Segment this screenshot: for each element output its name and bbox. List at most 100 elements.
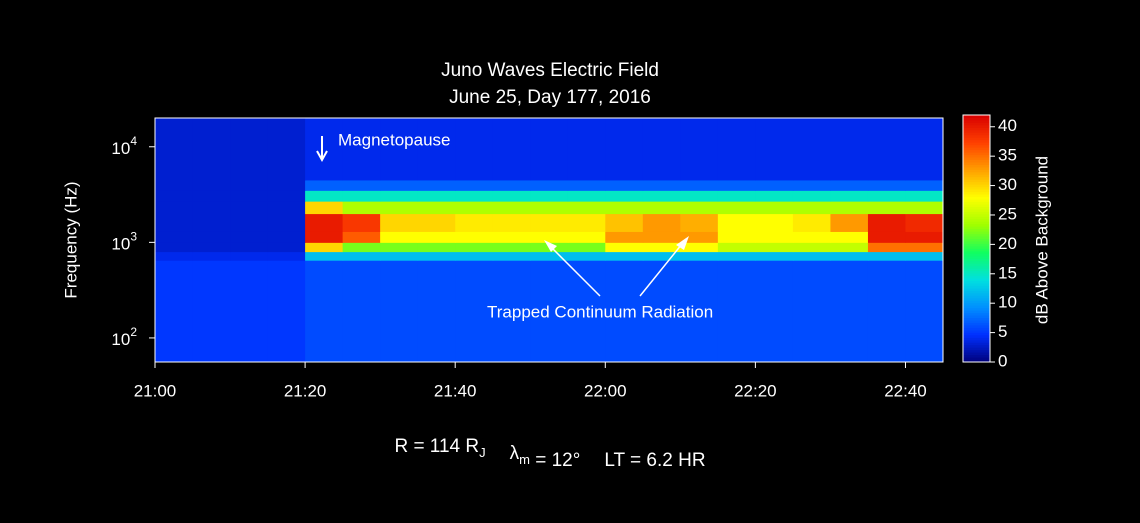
colorbar-swatch bbox=[963, 196, 990, 200]
cell bbox=[492, 118, 531, 181]
colorbar-swatch bbox=[963, 285, 990, 289]
cell bbox=[680, 231, 719, 243]
cell bbox=[455, 190, 494, 202]
cell bbox=[905, 190, 944, 202]
cell bbox=[230, 213, 269, 232]
cell bbox=[530, 231, 569, 243]
colorbar-tick-label: 35 bbox=[998, 146, 1017, 165]
cell bbox=[380, 118, 419, 181]
cell bbox=[417, 201, 456, 215]
cell bbox=[567, 118, 606, 181]
cell bbox=[155, 190, 194, 202]
colorbar-swatch bbox=[963, 159, 990, 163]
colorbar-swatch bbox=[963, 334, 990, 338]
colorbar-tick-label: 20 bbox=[998, 234, 1017, 253]
colorbar-swatch bbox=[963, 186, 990, 190]
colorbar-swatch bbox=[963, 337, 990, 341]
cell bbox=[605, 213, 644, 232]
colorbar-tick-label: 25 bbox=[998, 204, 1017, 223]
colorbar-swatch bbox=[963, 181, 990, 185]
cell bbox=[155, 251, 194, 261]
cell bbox=[605, 242, 644, 253]
cell bbox=[567, 260, 606, 363]
colorbar-swatch bbox=[963, 359, 990, 363]
cell bbox=[605, 201, 644, 215]
footer-subscript: J bbox=[479, 445, 486, 460]
colorbar-swatch bbox=[963, 315, 990, 319]
colorbar-swatch bbox=[963, 324, 990, 328]
cell bbox=[342, 118, 381, 181]
cell bbox=[755, 251, 794, 261]
cell bbox=[717, 231, 756, 243]
cell bbox=[417, 213, 456, 232]
colorbar-swatch bbox=[963, 265, 990, 269]
colorbar-swatch bbox=[963, 317, 990, 321]
colorbar-swatch bbox=[963, 270, 990, 274]
annotation: Trapped Continuum Radiation bbox=[487, 302, 713, 321]
chart-title: Juno Waves Electric Field bbox=[441, 60, 659, 81]
cell bbox=[605, 251, 644, 261]
cell bbox=[867, 260, 906, 363]
colorbar-swatch bbox=[963, 154, 990, 158]
footer-part: λ bbox=[510, 443, 520, 464]
colorbar-swatch bbox=[963, 231, 990, 235]
cell bbox=[305, 213, 344, 232]
colorbar-swatch bbox=[963, 115, 990, 118]
cell bbox=[792, 251, 831, 261]
colorbar-swatch bbox=[963, 255, 990, 259]
colorbar-swatch bbox=[963, 223, 990, 227]
spectrogram bbox=[155, 118, 944, 363]
cell bbox=[792, 213, 831, 232]
colorbar-frame bbox=[962, 114, 991, 363]
colorbar-swatch bbox=[963, 208, 990, 212]
cell bbox=[867, 201, 906, 215]
colorbar-tick-label: 15 bbox=[998, 263, 1017, 282]
colorbar-swatch bbox=[963, 236, 990, 239]
cell bbox=[680, 251, 719, 261]
cell bbox=[905, 213, 944, 232]
colorbar-swatch bbox=[963, 142, 990, 146]
x-tick-label: 22:00 bbox=[584, 381, 627, 400]
cell bbox=[155, 201, 194, 215]
y-tick-exponent: 3 bbox=[130, 230, 137, 244]
colorbar-tick-label: 0 bbox=[998, 351, 1007, 370]
cell bbox=[230, 201, 269, 215]
x-tick-label: 21:00 bbox=[134, 381, 177, 400]
colorbar-swatch bbox=[963, 206, 990, 210]
cell bbox=[342, 201, 381, 215]
colorbar-swatch bbox=[963, 312, 990, 316]
cell bbox=[342, 242, 381, 253]
cell bbox=[755, 179, 794, 191]
colorbar-swatch bbox=[963, 228, 990, 232]
cell bbox=[530, 213, 569, 232]
cell bbox=[192, 179, 231, 191]
cell bbox=[567, 179, 606, 191]
cell bbox=[680, 190, 719, 202]
cell bbox=[792, 242, 831, 253]
colorbar-swatch bbox=[963, 297, 990, 301]
cell bbox=[867, 251, 906, 261]
colorbar-swatch bbox=[963, 290, 990, 294]
cell bbox=[492, 213, 531, 232]
cell bbox=[905, 242, 944, 253]
cell bbox=[192, 242, 231, 253]
cell bbox=[492, 251, 531, 261]
colorbar-swatch bbox=[963, 144, 990, 148]
colorbar-swatch bbox=[963, 245, 990, 249]
colorbar-swatch bbox=[963, 268, 990, 272]
cell bbox=[380, 190, 419, 202]
colorbar-swatch bbox=[963, 117, 990, 121]
cell bbox=[192, 201, 231, 215]
cell bbox=[717, 242, 756, 253]
colorbar-swatch bbox=[963, 132, 990, 136]
cell bbox=[380, 251, 419, 261]
cell bbox=[492, 231, 531, 243]
annotation-arrow bbox=[546, 242, 601, 297]
cell bbox=[267, 251, 306, 261]
cell bbox=[717, 251, 756, 261]
colorbar-swatch bbox=[963, 292, 990, 296]
cell bbox=[305, 190, 344, 202]
cell bbox=[230, 260, 269, 363]
y-tick-label: 102 bbox=[111, 325, 137, 349]
colorbar-swatch bbox=[963, 171, 990, 175]
